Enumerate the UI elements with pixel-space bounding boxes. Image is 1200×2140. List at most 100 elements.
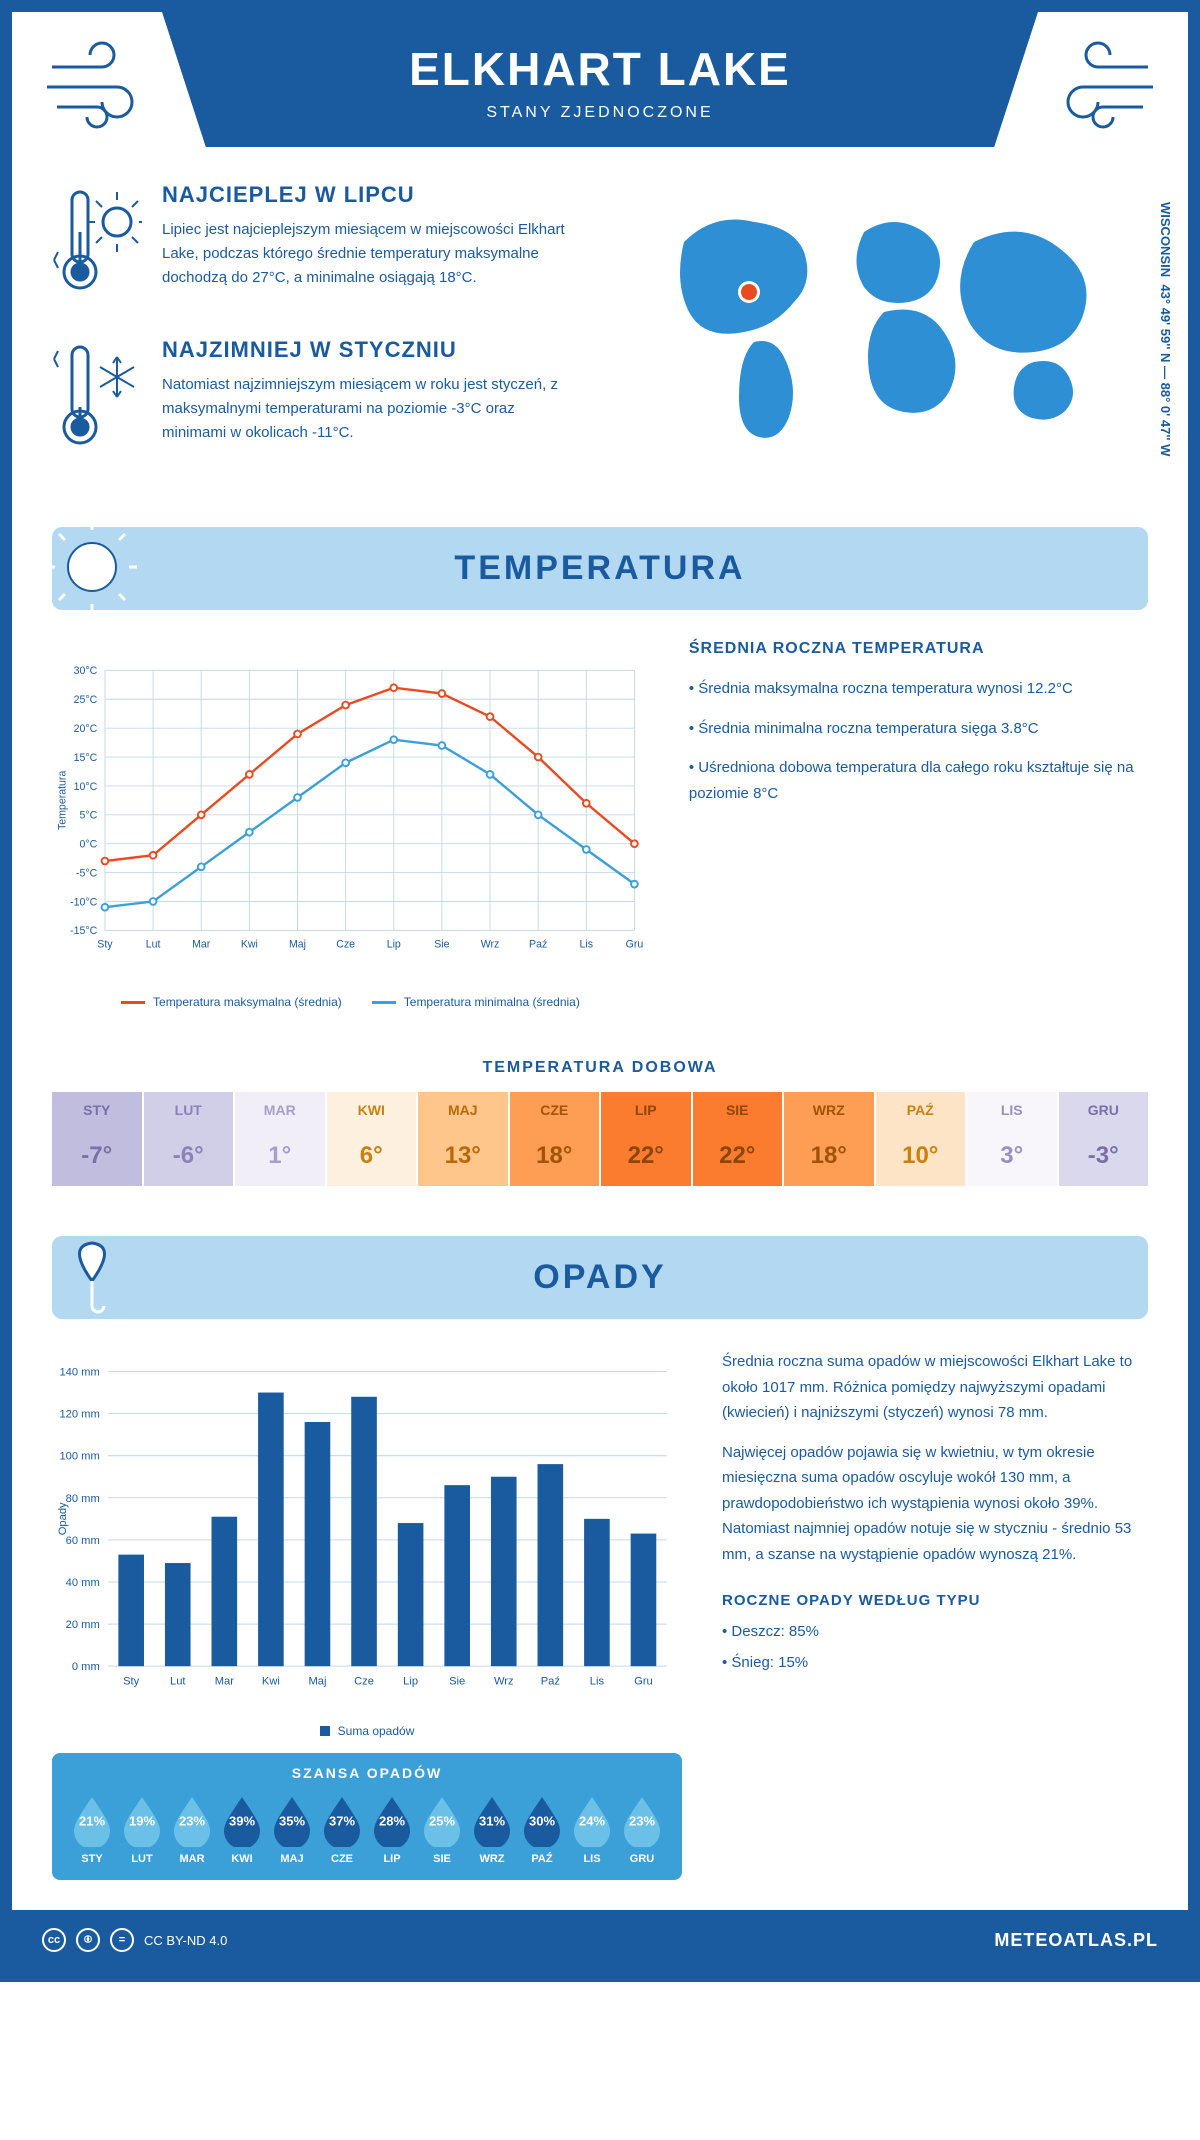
precip-summary-p1: Średnia roczna suma opadów w miejscowośc… [722, 1349, 1148, 1426]
temp-summary-p1: • Średnia maksymalna roczna temperatura … [689, 676, 1148, 702]
precip-summary-p2: Najwięcej opadów pojawia się w kwietniu,… [722, 1440, 1148, 1568]
svg-text:Mar: Mar [192, 939, 211, 951]
svg-text:15°C: 15°C [74, 752, 98, 764]
sun-icon [47, 522, 137, 612]
svg-text:Lip: Lip [403, 1675, 418, 1687]
temperature-heading: TEMPERATURA [74, 549, 1126, 588]
chance-drops-row: 21%STY19%LUT23%MAR39%KWI35%MAJ37%CZE28%L… [67, 1793, 667, 1865]
svg-text:Cze: Cze [336, 939, 355, 951]
precipitation-chart-area: 0 mm20 mm40 mm60 mm80 mm100 mm120 mm140 … [52, 1349, 682, 1880]
temperature-chart-area: -15°C-10°C-5°C0°C5°C10°C15°C20°C25°C30°C… [52, 640, 649, 1009]
wind-icon-left [42, 37, 162, 137]
svg-text:60 mm: 60 mm [66, 1535, 100, 1547]
precipitation-section-header: OPADY [52, 1236, 1148, 1319]
chance-drop: 23%GRU [617, 1793, 667, 1865]
svg-text:Paź: Paź [541, 1675, 561, 1687]
license-text: CC BY-ND 4.0 [144, 1933, 227, 1948]
svg-text:10°C: 10°C [74, 781, 98, 793]
svg-text:40 mm: 40 mm [66, 1577, 100, 1589]
chance-drop: 25%SIE [417, 1793, 467, 1865]
chance-title: SZANSA OPADÓW [67, 1765, 667, 1781]
nd-icon: = [110, 1928, 134, 1952]
chance-drop: 37%CZE [317, 1793, 367, 1865]
site-name: METEOATLAS.PL [994, 1930, 1158, 1951]
svg-text:Sty: Sty [123, 1675, 140, 1687]
map-column: WISCONSIN 43° 49' 59'' N — 88° 0' 47'' W [620, 182, 1148, 492]
precipitation-heading: OPADY [74, 1258, 1126, 1297]
chance-drop: 35%MAJ [267, 1793, 317, 1865]
yearly-precip-rain: • Deszcz: 85% [722, 1619, 1148, 1645]
yearly-precip-type: ROCZNE OPADY WEDŁUG TYPU • Deszcz: 85% •… [722, 1592, 1148, 1675]
daily-cell: STY-7° [52, 1092, 144, 1186]
hottest-heading: NAJCIEPLEJ W LIPCU [162, 182, 580, 208]
svg-text:Paź: Paź [529, 939, 547, 951]
coordinates-label: WISCONSIN 43° 49' 59'' N — 88° 0' 47'' W [1158, 202, 1173, 456]
svg-text:Maj: Maj [308, 1675, 326, 1687]
by-icon: 🅯 [76, 1928, 100, 1952]
svg-text:Kwi: Kwi [241, 939, 258, 951]
svg-text:Gru: Gru [634, 1675, 653, 1687]
svg-text:-5°C: -5°C [76, 867, 98, 879]
header-banner: ELKHART LAKE STANY ZJEDNOCZONE [162, 12, 1038, 147]
svg-text:Sie: Sie [449, 1675, 465, 1687]
daily-cell: LIP22° [601, 1092, 693, 1186]
svg-text:0 mm: 0 mm [72, 1661, 100, 1673]
svg-text:80 mm: 80 mm [66, 1493, 100, 1505]
svg-text:Lis: Lis [590, 1675, 605, 1687]
svg-text:Lip: Lip [387, 939, 401, 951]
cc-icon: cc [42, 1928, 66, 1952]
svg-text:5°C: 5°C [79, 810, 97, 822]
svg-text:20°C: 20°C [74, 723, 98, 735]
chance-drop: 21%STY [67, 1793, 117, 1865]
temperature-section-header: TEMPERATURA [52, 527, 1148, 610]
svg-text:Sie: Sie [434, 939, 449, 951]
facts-column: NAJCIEPLEJ W LIPCU Lipiec jest najcieple… [52, 182, 580, 492]
precipitation-bar-chart: 0 mm20 mm40 mm60 mm80 mm100 mm120 mm140 … [52, 1349, 682, 1709]
hottest-fact: NAJCIEPLEJ W LIPCU Lipiec jest najcieple… [52, 182, 580, 307]
daily-cell: GRU-3° [1059, 1092, 1149, 1186]
infographic-frame: ELKHART LAKE STANY ZJEDNOCZONE NAJCIEPLE… [0, 0, 1200, 1982]
world-map-icon [620, 182, 1148, 462]
daily-cell: MAJ13° [418, 1092, 510, 1186]
svg-text:Sty: Sty [97, 939, 113, 951]
svg-text:0°C: 0°C [79, 839, 97, 851]
precipitation-chance-box: SZANSA OPADÓW 21%STY19%LUT23%MAR39%KWI35… [52, 1753, 682, 1880]
coldest-body: Natomiast najzimniejszym miesiącem w rok… [162, 373, 580, 445]
temperature-content: -15°C-10°C-5°C0°C5°C10°C15°C20°C25°C30°C… [12, 640, 1188, 1039]
temp-summary-p2: • Średnia minimalna roczna temperatura s… [689, 716, 1148, 742]
daily-cell: PAŹ10° [876, 1092, 968, 1186]
temp-summary-p3: • Uśredniona dobowa temperatura dla całe… [689, 755, 1148, 806]
chance-drop: 30%PAŹ [517, 1793, 567, 1865]
temp-summary-heading: ŚREDNIA ROCZNA TEMPERATURA [689, 640, 1148, 658]
chance-drop: 19%LUT [117, 1793, 167, 1865]
temperature-legend: Temperatura maksymalna (średnia) Tempera… [52, 995, 649, 1009]
yearly-precip-snow: • Śnieg: 15% [722, 1650, 1148, 1676]
daily-cell: MAR1° [235, 1092, 327, 1186]
chance-drop: 24%LIS [567, 1793, 617, 1865]
umbrella-icon [47, 1231, 137, 1321]
country-subtitle: STANY ZJEDNOCZONE [182, 104, 1018, 122]
header-wrap: ELKHART LAKE STANY ZJEDNOCZONE [12, 12, 1188, 147]
precipitation-legend: Suma opadów [52, 1724, 682, 1738]
thermometer-cold-icon [52, 337, 142, 462]
svg-text:30°C: 30°C [74, 665, 98, 677]
temperature-summary: ŚREDNIA ROCZNA TEMPERATURA • Średnia mak… [689, 640, 1148, 1009]
svg-text:Wrz: Wrz [481, 939, 500, 951]
svg-text:Opady: Opady [57, 1502, 69, 1535]
chance-drop: 31%WRZ [467, 1793, 517, 1865]
coldest-fact: NAJZIMNIEJ W STYCZNIU Natomiast najzimni… [52, 337, 580, 462]
daily-temp-title: TEMPERATURA DOBOWA [12, 1059, 1188, 1077]
svg-text:-15°C: -15°C [70, 925, 98, 937]
chance-drop: 39%KWI [217, 1793, 267, 1865]
location-title: ELKHART LAKE [182, 42, 1018, 96]
svg-text:25°C: 25°C [74, 694, 98, 706]
svg-text:120 mm: 120 mm [59, 1409, 99, 1421]
precipitation-content: 0 mm20 mm40 mm60 mm80 mm100 mm120 mm140 … [12, 1349, 1188, 1910]
thermometer-hot-icon [52, 182, 142, 307]
svg-text:Maj: Maj [289, 939, 306, 951]
svg-text:Cze: Cze [354, 1675, 374, 1687]
coldest-heading: NAJZIMNIEJ W STYCZNIU [162, 337, 580, 363]
footer: cc 🅯 = CC BY-ND 4.0 METEOATLAS.PL [12, 1910, 1188, 1970]
svg-text:Gru: Gru [626, 939, 644, 951]
precipitation-summary: Średnia roczna suma opadów w miejscowośc… [722, 1349, 1148, 1880]
